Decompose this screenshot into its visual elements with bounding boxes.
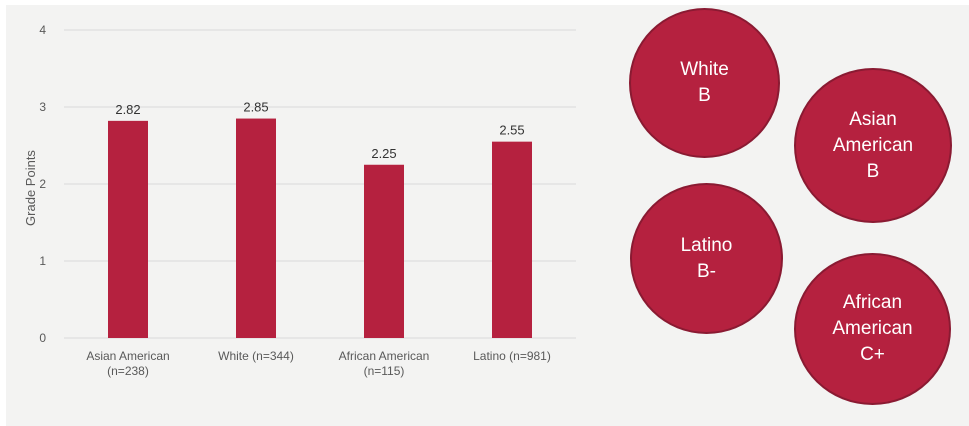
y-axis-title: Grade Points [23,150,38,226]
category-label: African American [339,349,430,363]
category-label: (n=115) [364,364,405,378]
bar-data-label: 2.85 [243,100,268,115]
category-label: White (n=344) [218,349,294,363]
y-tick-label: 2 [39,177,46,191]
category-label: Asian American [86,349,169,363]
bubble-text-line: Asian [849,108,897,130]
grade-points-bar-chart: Grade Points 0 1 2 3 4 2.82 2.85 2.25 2.55 Asia… [23,23,576,378]
bar-data-label: 2.55 [499,123,524,138]
bubble-text-line: B [866,160,880,182]
bubble-white: White B [629,8,780,158]
bubble-latino: Latino B- [630,183,783,334]
bar [364,164,404,338]
bubble-asian-american: Asian American B [794,68,952,223]
category-label: Latino (n=981) [473,349,551,363]
bar-data-label: 2.25 [371,146,396,161]
bubble-text-line: B [698,85,711,106]
slide: Grade Points 0 1 2 3 4 2.82 2.85 2.25 2.55 Asia… [6,5,969,426]
bubble-text-line: Latino [680,234,733,256]
bar [108,120,148,338]
bar [492,141,532,338]
bubble-text-line: C+ [860,344,885,365]
bubble-text-line: White [680,59,729,80]
y-tick-label: 3 [39,100,46,114]
bubble-text-line: American [832,134,914,156]
bubble-text-line: African [842,292,903,313]
y-tick-label: 0 [39,331,46,345]
bar-data-label: 2.82 [115,102,140,117]
bubble-text-line: American [832,318,913,339]
bubble-african-american: African American C+ [794,253,951,405]
y-tick-label: 1 [39,254,46,268]
bar [236,118,276,338]
y-tick-label: 4 [39,23,46,37]
category-label: (n=238) [107,364,149,378]
bubble-text-line: B- [697,260,716,282]
